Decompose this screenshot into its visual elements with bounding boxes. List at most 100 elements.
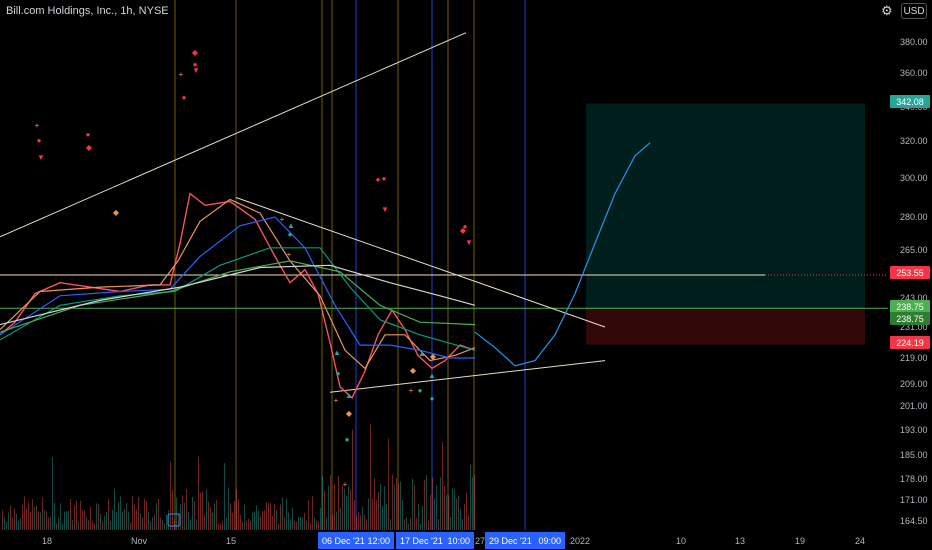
volume-bar [254, 511, 255, 530]
volume-bar [432, 477, 433, 530]
trendlines [0, 32, 606, 393]
signal-marker: + [280, 215, 285, 224]
signal-marker: ● [288, 230, 293, 239]
volume-bar [166, 514, 167, 530]
volume-bar [14, 508, 15, 530]
signal-marker: ▲ [428, 371, 436, 380]
y-tick-label: 219.00 [900, 353, 928, 363]
volume-bar [414, 485, 415, 530]
volume-bar [394, 484, 395, 530]
volume-bar [114, 488, 115, 530]
x-highlight-label: 29 Dec '21 [489, 536, 532, 546]
volume-bar [388, 438, 389, 530]
volume-bar [274, 503, 275, 530]
volume-bar [60, 503, 61, 530]
volume-bar [56, 523, 57, 530]
volume-bar [10, 505, 11, 530]
volume-bar [268, 503, 269, 530]
volume-bar [16, 513, 17, 530]
volume-bar [46, 511, 47, 530]
volume-bar [408, 523, 409, 530]
y-tick-label: 360.00 [900, 68, 928, 78]
volume-bar [330, 475, 331, 530]
volume-bar [72, 519, 73, 530]
volume-bar [270, 502, 271, 530]
y-tick-label: 164.50 [900, 516, 928, 526]
volume-bar [412, 478, 413, 530]
signal-marker: ▲ [333, 348, 341, 357]
volume-bar [428, 520, 429, 530]
signal-marker: ● [193, 60, 198, 69]
volume-bar [36, 505, 37, 530]
volume-bar [2, 510, 3, 530]
y-tick-label: 265.00 [900, 245, 928, 255]
volume-bar [308, 499, 309, 530]
x-highlight-bg [396, 532, 474, 549]
volume-bar [86, 517, 87, 530]
volume-bar [64, 511, 65, 530]
volume-bar [262, 511, 263, 530]
signal-marker: ● [182, 93, 187, 102]
price-label-bg [890, 95, 930, 108]
volume-bar [276, 510, 277, 530]
volume-bar [38, 511, 39, 530]
volume-bar [94, 523, 95, 530]
gear-icon[interactable]: ⚙ [881, 3, 893, 18]
volume-bar [418, 503, 419, 530]
volume-bar [448, 495, 449, 530]
volume-bar [206, 489, 207, 530]
signal-marker: + [35, 121, 40, 130]
y-tick-label: 231.00 [900, 322, 928, 332]
currency-badge[interactable]: USD [901, 3, 927, 19]
volume-bar [158, 498, 159, 530]
volume-bar [148, 512, 149, 530]
volume-bar [246, 520, 247, 530]
series-line-5 [0, 264, 476, 326]
volume-bar [386, 504, 387, 530]
volume-bar [100, 513, 101, 530]
volume-bar [374, 478, 375, 530]
volume-bar [154, 514, 155, 530]
signal-marker: ▼ [381, 205, 389, 214]
volume-bar [380, 484, 381, 530]
time-axis[interactable]: 18 Nov 15 27 2022 10 13 19 24 06 Dec '21 12:00 17 D… [0, 513, 932, 550]
volume-bar [110, 520, 111, 530]
volume-bar [310, 523, 311, 530]
signal-marker: ▲ [345, 391, 353, 400]
signal-marker: + [409, 386, 414, 395]
signal-marker: ▼ [37, 153, 45, 162]
price-axis[interactable]: 380.00360.00340.00320.00300.00280.00265.… [900, 37, 928, 526]
volume-bar [208, 501, 209, 530]
volume-bar [222, 520, 223, 530]
volume-bar [342, 485, 343, 530]
volume-bar [52, 457, 53, 530]
volume-bar [84, 510, 85, 530]
volume-bar [460, 509, 461, 530]
volume-bar [188, 511, 189, 530]
trendline-1 [329, 360, 606, 393]
x-tick-label: 27 [475, 536, 485, 546]
volume-bar [92, 520, 93, 530]
y-tick-label: 243.00 [900, 293, 928, 303]
volume-bars [2, 423, 475, 530]
volume-bar [58, 517, 59, 530]
x-tick-label: 2022 [570, 536, 590, 546]
volume-bar [442, 441, 443, 530]
volume-bar [28, 502, 29, 530]
volume-bar [62, 523, 63, 530]
volume-bar [398, 483, 399, 530]
volume-bar [296, 521, 297, 530]
series-line-0 [0, 192, 476, 399]
chart-title: Bill.com Holdings, Inc., 1h, NYSE [6, 5, 169, 17]
volume-bar [106, 511, 107, 530]
volume-bar [444, 485, 445, 530]
signal-marker: ● [463, 222, 468, 231]
x-highlight-label: 12:00 [367, 536, 390, 546]
price-label: 253.55 [896, 268, 924, 278]
price-label-bg [890, 336, 930, 349]
volume-bar [364, 515, 365, 530]
x-tick-label: 15 [226, 536, 236, 546]
series-line-6 [474, 142, 651, 367]
price-labels: 342.08 253.55 238.75 238.75 224.19 [890, 95, 930, 349]
